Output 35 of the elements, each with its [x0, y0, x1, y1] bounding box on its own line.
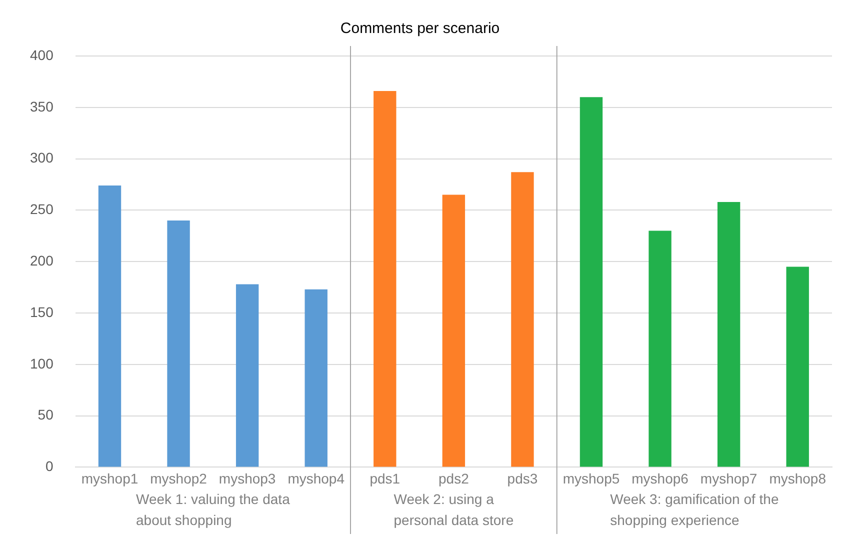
- bar: [442, 194, 466, 467]
- x-tick-label: myshop2: [150, 470, 208, 486]
- bar: [304, 289, 328, 467]
- bar: [374, 90, 396, 467]
- y-tick-label: 400: [30, 46, 54, 63]
- y-tick-label: 100: [30, 355, 54, 372]
- chart-title: Comments per scenario: [340, 20, 500, 38]
- bar: [511, 172, 534, 467]
- x-tick-label: pds2: [438, 470, 470, 486]
- series-label: Week 2: using a personal data store: [394, 491, 514, 528]
- bar: [236, 284, 259, 467]
- x-tick-label: myshop7: [700, 470, 758, 486]
- y-tick-label: 250: [30, 201, 54, 218]
- text: Week 1: valuing the data about shopping: [136, 491, 290, 528]
- y-tick-label: 50: [38, 406, 54, 423]
- x-tick-label: myshop3: [218, 470, 276, 486]
- y-tick-label: 300: [30, 150, 54, 166]
- x-tick-label: myshop5: [562, 470, 620, 486]
- x-tick-label: myshop1: [81, 470, 138, 486]
- y-tick-label: 200: [30, 252, 54, 268]
- bar: [717, 202, 740, 467]
- y-tick-label: 0: [46, 458, 54, 474]
- bar: [580, 97, 603, 467]
- bar: [648, 230, 672, 467]
- x-tick-label: myshop4: [288, 470, 345, 486]
- y-tick-label: 350: [30, 98, 54, 114]
- x-tick-label: myshop6: [632, 470, 689, 486]
- x-tick-label: myshop8: [769, 470, 826, 486]
- series-label: Week 3: gamification of the shopping experience: [610, 491, 779, 528]
- bar: [167, 220, 190, 467]
- x-tick-label: pds3: [507, 470, 538, 486]
- bar: [98, 186, 122, 467]
- x-tick-label: pds1: [370, 470, 400, 486]
- y-tick-label: 150: [30, 304, 54, 320]
- bar: [786, 266, 809, 467]
